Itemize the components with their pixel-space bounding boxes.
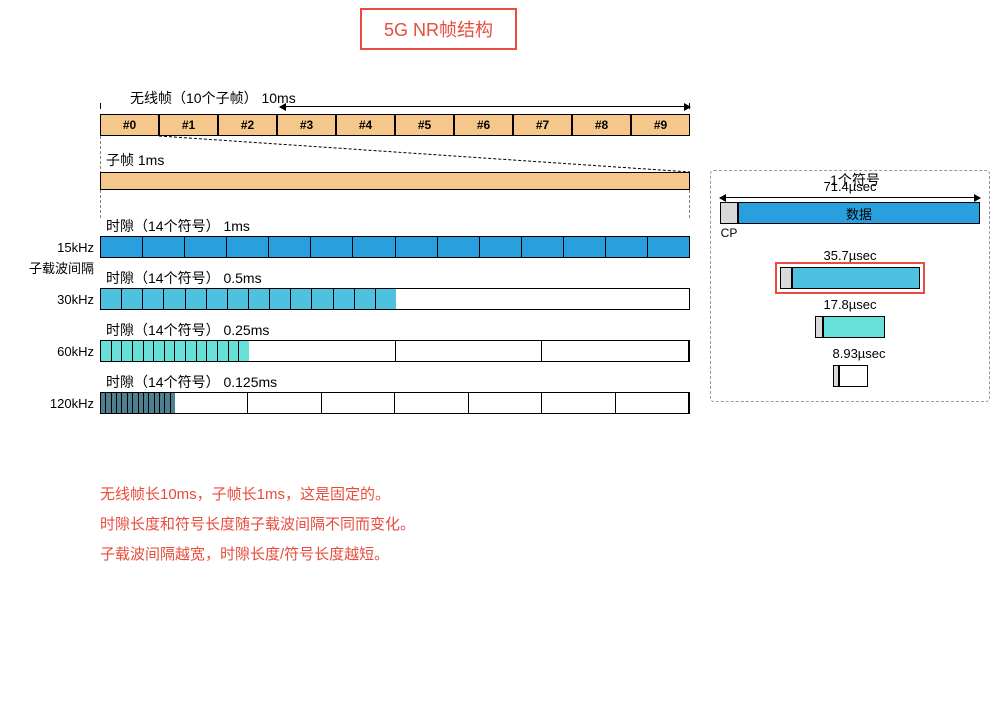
- slot-row: [100, 392, 690, 414]
- note-line: 子载波间隔越宽，时隙长度/符号长度越短。: [100, 540, 415, 570]
- slot-row: [100, 288, 690, 310]
- subframe-cell: #2: [218, 114, 277, 136]
- frame-label: 无线帧（10个子帧） 10ms: [130, 88, 296, 108]
- scs-axis-label: 子载波间隔: [20, 258, 100, 277]
- slot-row: [100, 340, 690, 362]
- symbol-figure: 17.8µsec: [815, 297, 885, 338]
- slot-label: 时隙（14个符号） 1ms: [106, 216, 250, 236]
- slot-label: 时隙（14个符号） 0.125ms: [106, 372, 277, 392]
- subframe-cell: #8: [572, 114, 631, 136]
- zoom-guides-2: [100, 190, 690, 218]
- subframe-cell: #0: [100, 114, 159, 136]
- subframe-cell: #7: [513, 114, 572, 136]
- subframe-cell: #3: [277, 114, 336, 136]
- radio-frame-row: #0#1#2#3#4#5#6#7#8#9: [100, 114, 690, 136]
- subframe-cell: #4: [336, 114, 395, 136]
- subframe-cell: #9: [631, 114, 690, 136]
- scs-label: 60kHz: [20, 344, 100, 359]
- note-line: 时隙长度和符号长度随子载波间隔不同而变化。: [100, 510, 415, 540]
- subframe-cell: #6: [454, 114, 513, 136]
- scs-label: 15kHz: [20, 240, 100, 255]
- symbol-figure: 数据CP: [720, 202, 980, 240]
- slot-label: 时隙（14个符号） 0.25ms: [106, 320, 269, 340]
- symbol-panel: 71.4µsec数据CP35.7µsec17.8µsec8.93µsec: [710, 170, 990, 402]
- subframe-bar: [100, 172, 690, 190]
- subframe-cell: #5: [395, 114, 454, 136]
- scs-label: 120kHz: [20, 396, 100, 411]
- symbol-figure: 8.93µsec: [833, 346, 868, 387]
- page-title: 5G NR帧结构: [360, 8, 517, 50]
- scs-label: 30kHz: [20, 292, 100, 307]
- subframe-label: 子帧 1ms: [106, 150, 164, 170]
- note-line: 无线帧长10ms，子帧长1ms，这是固定的。: [100, 480, 415, 510]
- symbol-figure: 35.7µsec: [780, 248, 920, 289]
- subframe-cell: #1: [159, 114, 218, 136]
- slot-label: 时隙（14个符号） 0.5ms: [106, 268, 262, 288]
- slot-row: [100, 236, 690, 258]
- summary-notes: 无线帧长10ms，子帧长1ms，这是固定的。时隙长度和符号长度随子载波间隔不同而…: [100, 480, 415, 570]
- zoom-guides: [100, 136, 690, 172]
